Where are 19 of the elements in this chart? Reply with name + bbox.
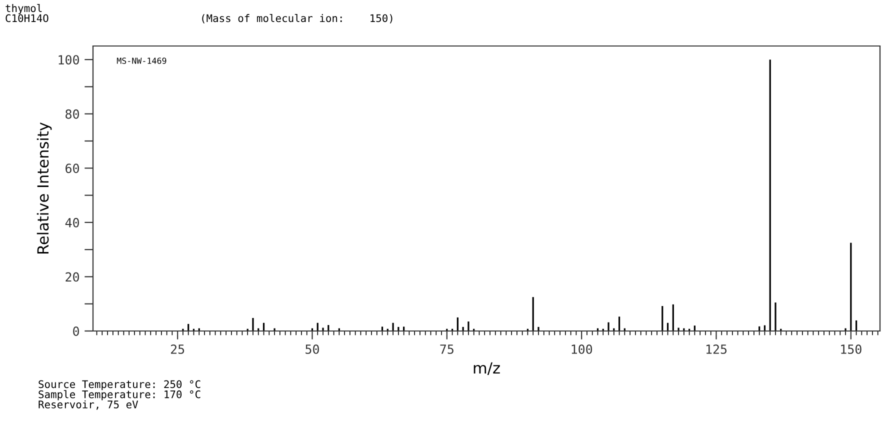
x-axis-title: m/z bbox=[474, 362, 500, 375]
chart-subtitle: C10H14O bbox=[6, 14, 48, 22]
x-tick-label: 50 bbox=[306, 344, 319, 354]
source-note: Source Temperature: 250 °C Sample Temperature: 170 °C Reservoir, 75 eV bbox=[38, 380, 200, 410]
chart-title: thymol bbox=[6, 4, 42, 14]
annotation: MS-NW-1469 bbox=[116, 58, 166, 64]
y-tick-label: 100 bbox=[58, 55, 79, 65]
x-tick-label: 150 bbox=[841, 344, 862, 354]
x-tick-label: 75 bbox=[440, 344, 454, 354]
y-tick-label: 80 bbox=[66, 109, 79, 119]
x-tick-label: 25 bbox=[170, 344, 184, 354]
y-tick-label: 40 bbox=[65, 218, 79, 228]
y-tick-label: 20 bbox=[66, 272, 79, 282]
text: (Mass of molecular ion: 150) bbox=[202, 14, 392, 24]
y-tick-label: 60 bbox=[66, 164, 79, 174]
y-axis-title: Relative Intensity bbox=[36, 122, 52, 254]
y-tick-label: 0 bbox=[73, 326, 79, 336]
x-tick-label: 100 bbox=[572, 344, 592, 354]
x-tick-label: 125 bbox=[706, 344, 727, 354]
